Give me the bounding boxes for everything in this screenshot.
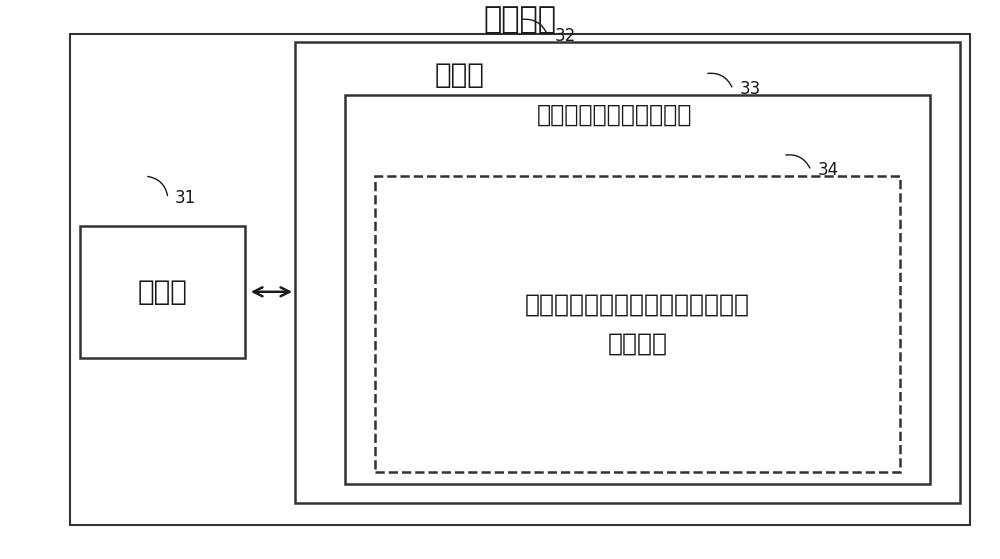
Bar [70, 34, 970, 525]
Text: 32: 32 [555, 27, 576, 45]
Bar [345, 95, 930, 484]
Text: 31: 31 [175, 190, 196, 207]
Text: 存储器: 存储器 [435, 61, 485, 89]
Bar [80, 226, 245, 358]
Text: 33: 33 [740, 80, 761, 98]
Bar [295, 42, 960, 503]
Bar [375, 176, 900, 472]
Text: 电子设备: 电子设备 [484, 5, 556, 34]
Text: 存储程序代码的存储空间: 存储程序代码的存储空间 [537, 103, 693, 126]
Text: 用于执行根据本发明的方法步骤的
程序代码: 用于执行根据本发明的方法步骤的 程序代码 [525, 292, 750, 356]
Text: 34: 34 [818, 162, 839, 179]
Text: 处理器: 处理器 [138, 278, 187, 306]
